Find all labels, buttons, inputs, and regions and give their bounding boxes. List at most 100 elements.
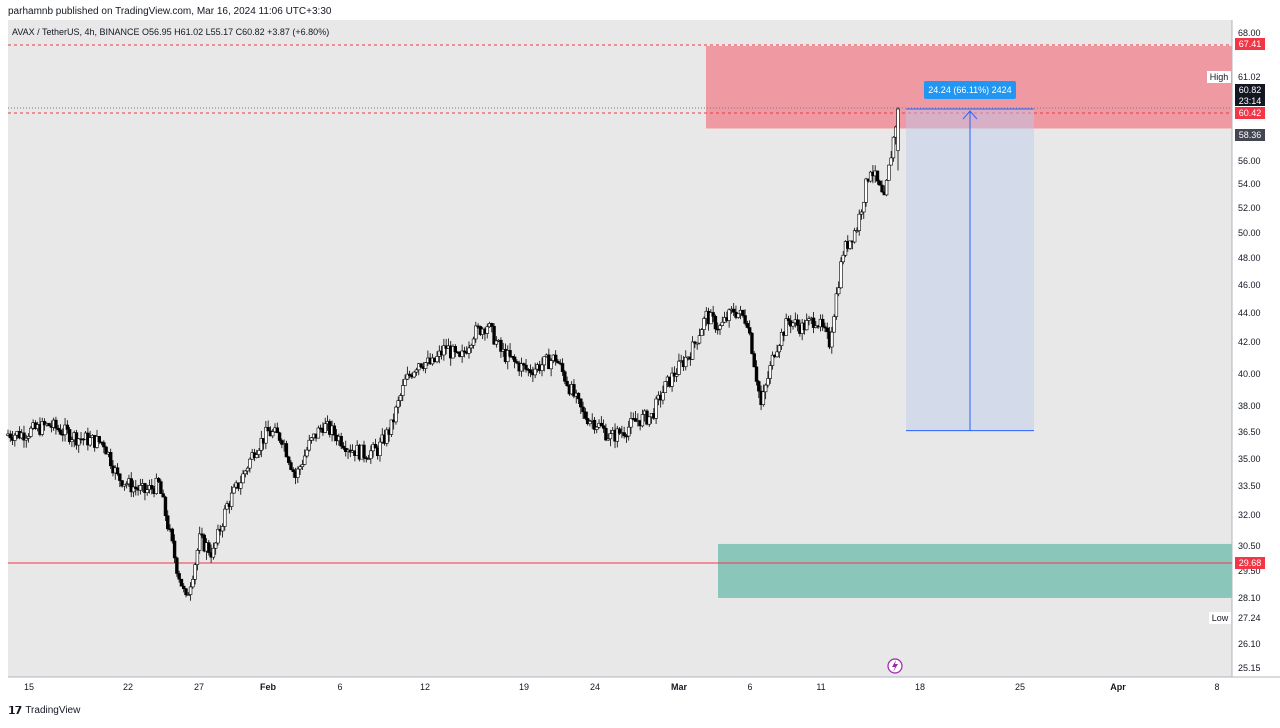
candle-body <box>741 309 745 316</box>
candle-body <box>647 416 651 425</box>
x-tick-label: 24 <box>590 682 600 692</box>
candle-body <box>674 374 679 377</box>
candle-body <box>373 444 378 449</box>
y-tick-label: 68.00 <box>1238 28 1261 38</box>
candle-body <box>661 392 665 401</box>
candle-body <box>122 484 127 487</box>
candle-body <box>775 351 779 358</box>
candle-body <box>24 437 28 441</box>
candle-body <box>629 418 633 428</box>
candle-body <box>161 493 165 498</box>
footer-brand: 𝟭𝟳 TradingView <box>8 704 80 717</box>
y-tick-label: 44.00 <box>1238 308 1261 318</box>
y-tick-label: 25.15 <box>1238 663 1261 673</box>
candle-body <box>540 364 544 371</box>
x-tick-label: 12 <box>420 682 430 692</box>
y-tick-label: 29.50 <box>1238 566 1261 576</box>
candle-body <box>595 426 599 430</box>
candle-body <box>693 341 697 344</box>
candle-body <box>67 429 72 443</box>
candle-body <box>896 108 900 151</box>
candle-body <box>588 421 592 425</box>
candle-body <box>339 435 343 447</box>
candle-body <box>654 398 658 419</box>
level-mid-label-box <box>1235 129 1265 141</box>
candle-body <box>467 347 471 354</box>
candle-body <box>182 585 186 590</box>
candle-body <box>583 411 588 419</box>
candle-body <box>257 450 261 455</box>
x-tick-label: 22 <box>123 682 133 692</box>
y-tick-label: 30.50 <box>1238 541 1261 551</box>
candle-body <box>266 427 270 432</box>
candle-body <box>405 373 410 380</box>
candle-body <box>713 316 718 330</box>
candle-body <box>855 230 859 232</box>
candle-body <box>271 431 275 437</box>
candle-body <box>120 480 124 487</box>
candle-body <box>115 467 120 475</box>
candle-body <box>104 446 108 455</box>
candle-body <box>453 346 457 353</box>
candle-body <box>70 439 74 443</box>
candle-body <box>868 171 873 182</box>
candle-body <box>414 369 419 373</box>
candle-body <box>166 515 170 530</box>
candle-body <box>362 444 366 459</box>
x-tick-label: 18 <box>915 682 925 692</box>
candle-body <box>836 287 841 295</box>
candle-body <box>207 542 211 553</box>
candle-body <box>170 528 175 542</box>
high-price-label: 61.02 <box>1238 72 1261 82</box>
candle-body <box>8 433 12 439</box>
candle-body <box>277 432 282 441</box>
candle-body <box>42 421 47 426</box>
publisher-line: parhamnb published on TradingView.com, M… <box>8 6 332 17</box>
y-tick-label: 33.50 <box>1238 481 1261 491</box>
candle-body <box>22 432 26 441</box>
y-tick-label: 52.00 <box>1238 203 1261 213</box>
candle-body <box>606 438 610 441</box>
candle-body <box>134 486 138 489</box>
candle-body <box>601 425 606 429</box>
candle-body <box>407 373 412 376</box>
candle-body <box>264 427 268 444</box>
candle-body <box>727 309 731 321</box>
y-tick-label: 56.00 <box>1238 156 1261 166</box>
candle-body <box>29 427 33 437</box>
candle-body <box>366 458 371 460</box>
candle-body <box>131 486 136 493</box>
candle-body <box>26 436 31 439</box>
candle-body <box>124 483 129 486</box>
candle-body <box>572 384 576 397</box>
candle-body <box>805 320 809 331</box>
candle-body <box>766 378 770 386</box>
candle-body <box>259 438 264 451</box>
candle-body <box>195 550 200 565</box>
x-tick-label: 19 <box>519 682 529 692</box>
candle-body <box>442 345 446 356</box>
candle-body <box>499 339 503 352</box>
candle-body <box>332 425 337 436</box>
measure-label-box[interactable] <box>924 81 1016 99</box>
candle-body <box>492 325 496 345</box>
candle-body <box>508 350 512 357</box>
candle-body <box>670 372 674 387</box>
candle-body <box>663 381 667 393</box>
candle-body <box>576 392 581 400</box>
candle-body <box>563 371 567 382</box>
candle-body <box>852 230 857 243</box>
candle-body <box>401 385 405 396</box>
candle-body <box>150 485 154 490</box>
demand-zone[interactable] <box>718 543 1232 598</box>
candle-body <box>177 573 181 580</box>
candle-body <box>622 432 626 437</box>
candle-body <box>403 378 407 386</box>
candle-body <box>763 384 768 393</box>
candle-body <box>615 428 620 442</box>
candle-body <box>213 542 218 549</box>
x-tick-label: 15 <box>24 682 34 692</box>
candle-body <box>770 354 775 366</box>
